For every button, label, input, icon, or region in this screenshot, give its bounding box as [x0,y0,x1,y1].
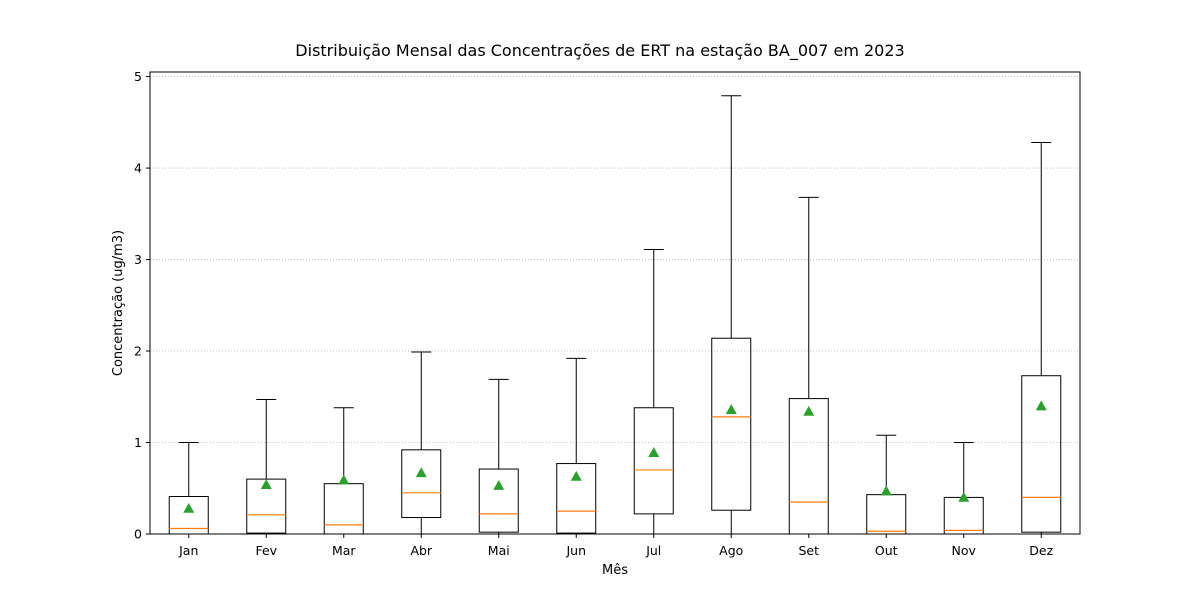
mean-marker [958,491,970,502]
box-jan [168,442,209,535]
iqr-box [633,407,674,515]
box-set [788,196,829,535]
x-tick-label: Abr [410,543,432,558]
box-mai [478,378,519,535]
x-tick-label: Nov [952,543,977,558]
x-tick-label: Set [798,543,819,558]
y-tick-label: 1 [134,435,142,450]
box-abr [401,351,442,535]
mean-marker [570,470,582,481]
x-tick-label: Ago [719,543,743,558]
y-tick-label: 5 [134,69,142,84]
chart-title: Distribuição Mensal das Concentrações de… [295,41,904,61]
iqr-box [323,483,364,535]
mean-marker [260,479,272,489]
x-axis-label: Mês [602,563,628,578]
y-tick-label: 4 [134,161,142,176]
mean-marker [183,502,195,513]
plot-frame [149,71,1081,535]
box-series [168,95,1062,535]
box-dez [1021,141,1062,535]
box-jun [556,357,597,535]
y-tick-label: 0 [134,527,142,542]
iqr-box [1021,375,1062,533]
x-tick-label: Jan [178,543,198,558]
box-fev [246,399,287,535]
mean-marker [803,405,815,416]
iqr-box [478,468,519,533]
mean-marker [1035,400,1047,411]
x-tick-label: Jun [565,543,586,558]
box-jul [633,248,674,535]
box-out [866,434,907,535]
mean-marker [648,447,660,457]
x-tick-label: Jul [645,543,661,558]
y-tick-label: 2 [134,344,142,359]
mean-marker [415,467,427,478]
box-nov [943,442,984,535]
iqr-box [556,463,597,534]
iqr-box [401,449,442,519]
x-tick-label: Fev [255,543,277,558]
x-tick-label: Mar [332,543,356,558]
iqr-box [788,398,829,535]
box-mar [323,407,364,535]
mean-marker [493,480,505,490]
iqr-box [866,494,907,535]
grid-lines [150,76,1080,443]
x-tick-label: Out [875,543,898,558]
y-axis-ticks: 0 1 2 3 4 5 [134,69,150,542]
x-tick-label: Mai [488,543,510,558]
x-axis-ticks: Jan Fev Mar Abr Mai Jun Jul Ago Set Out Nov Dez [178,534,1054,558]
mean-marker [725,404,737,414]
y-tick-label: 3 [134,252,142,267]
iqr-box [943,496,984,535]
y-axis-label: Concentração (ug/m3) [111,230,126,376]
mean-marker [880,485,892,496]
x-tick-label: Dez [1029,543,1053,558]
iqr-box [711,337,752,511]
box-ago [711,95,752,535]
mean-marker [338,474,350,485]
